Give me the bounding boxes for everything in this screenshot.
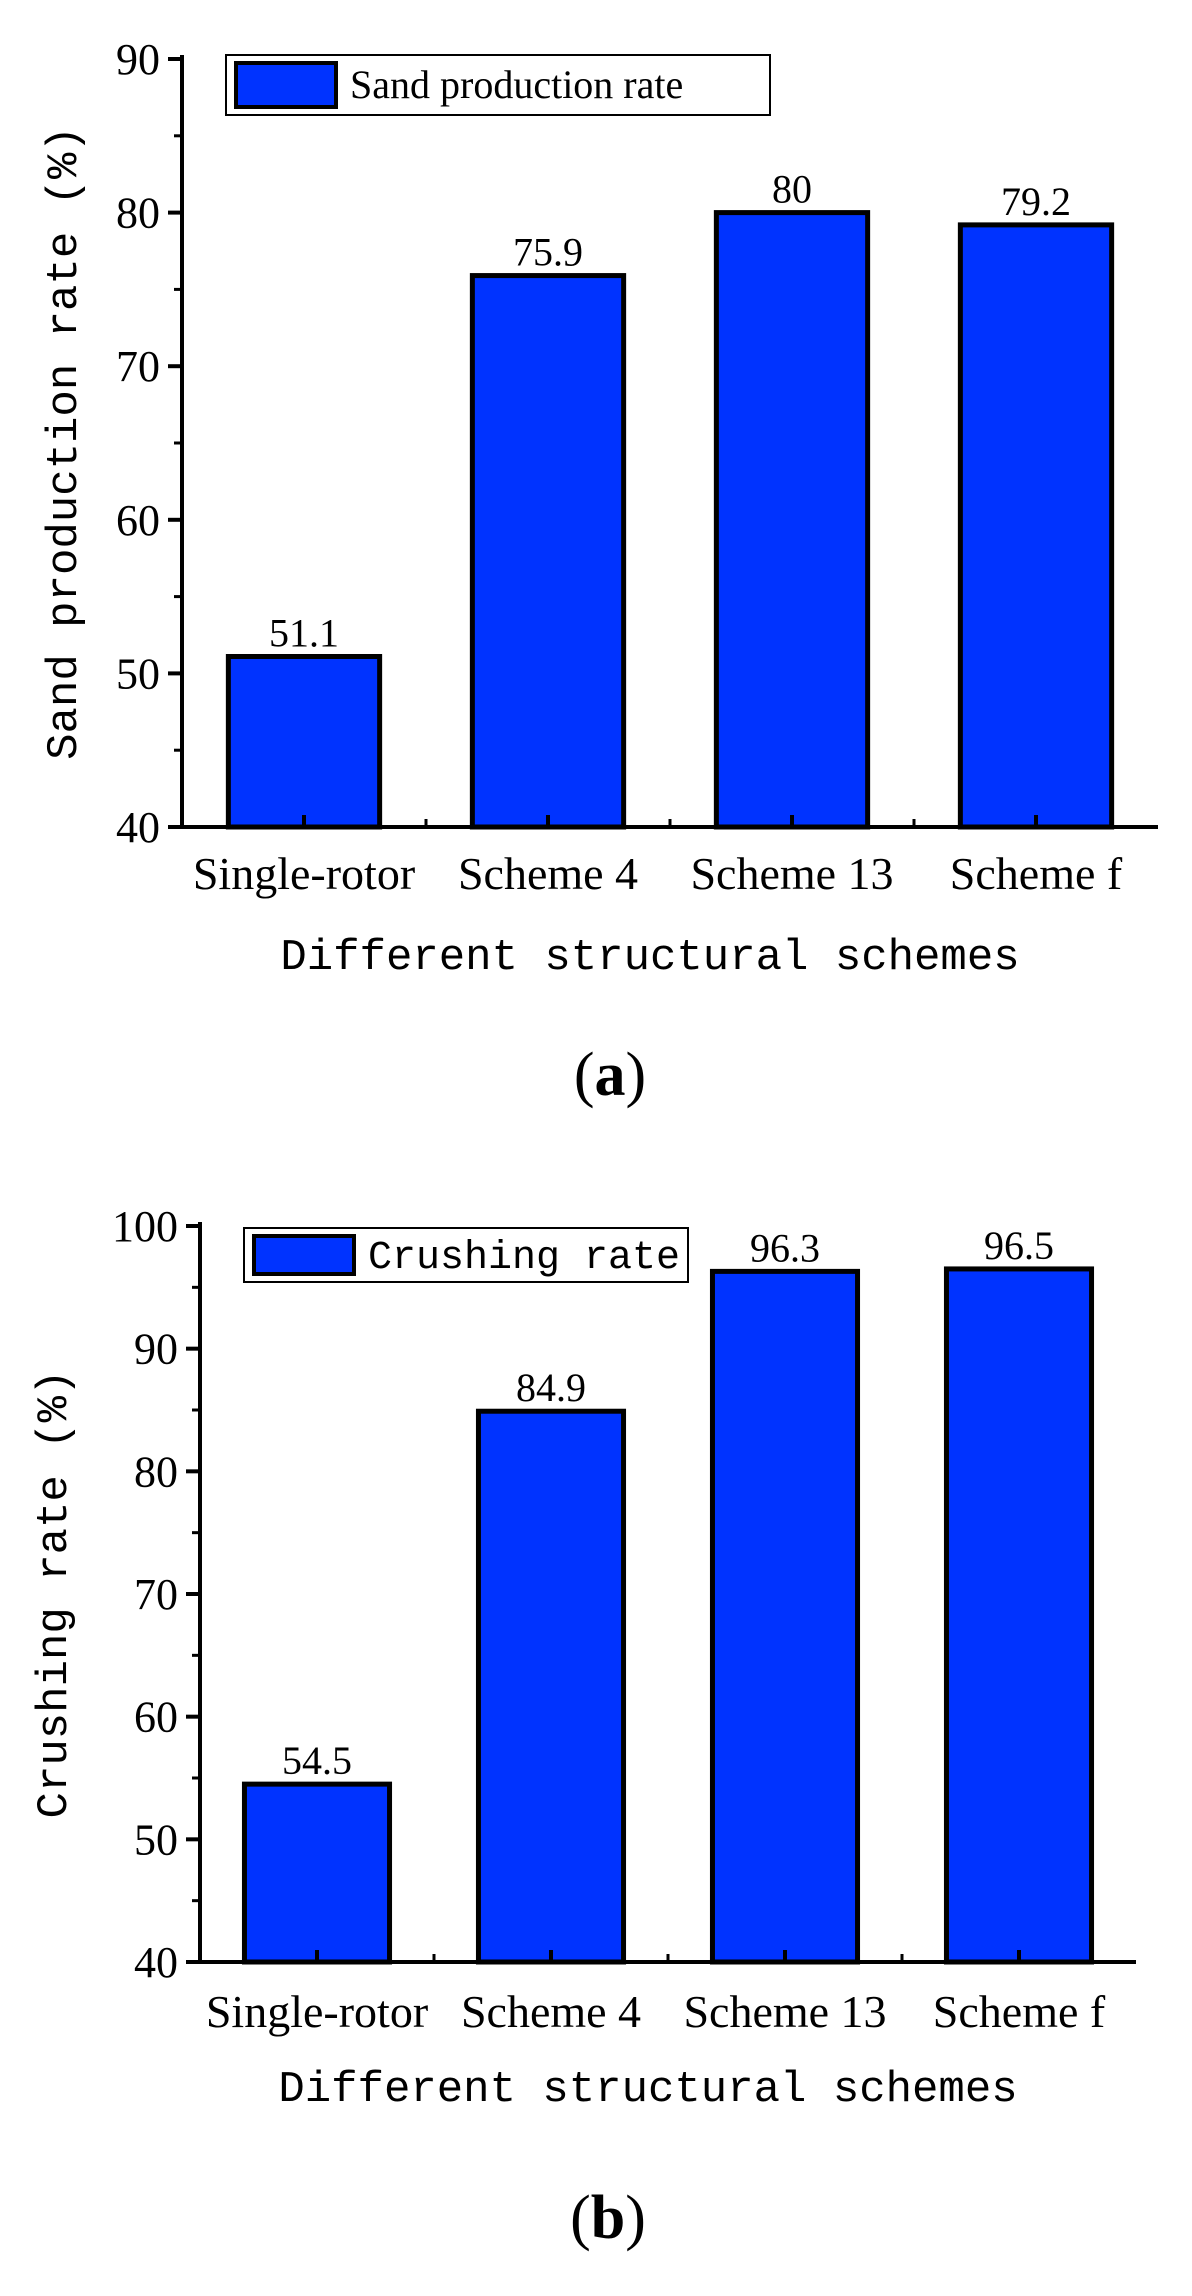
legend: Sand production rate (225, 54, 771, 116)
panel-label: (b) (570, 2184, 646, 2252)
bar-single-rotor (241, 1781, 393, 1965)
category-label: Scheme 4 (461, 1986, 641, 2037)
y-tick-label: 50 (134, 1815, 178, 1864)
y-tick-label: 80 (134, 1447, 178, 1496)
category-label: Scheme f (933, 1986, 1106, 2037)
data-label: 80 (772, 167, 812, 212)
y-tick-label: 40 (134, 1938, 178, 1987)
category-label: Scheme 13 (683, 1986, 886, 2037)
category-label: Scheme 4 (458, 848, 638, 899)
legend-swatch (252, 1234, 356, 1276)
bar-scheme-13 (713, 210, 871, 830)
category-label: Scheme f (950, 848, 1123, 899)
data-label: 79.2 (1001, 179, 1071, 224)
legend-label: Sand production rate (350, 62, 683, 107)
y-tick-label: 60 (134, 1693, 178, 1742)
category-label: Single-rotor (193, 848, 415, 899)
crushing-rate-chart: 40 50 60 70 80 90 100 54.5 Single-rotor 84.9 Schem… (30, 1202, 1136, 2252)
y-tick-label: 70 (116, 342, 160, 391)
bar-scheme-f (957, 222, 1115, 830)
bar-single-rotor (225, 654, 383, 830)
category-label: Single-rotor (206, 1986, 428, 2037)
data-label: 96.3 (750, 1225, 820, 1270)
legend: Crushing rate (243, 1227, 689, 1283)
panel-letter: a (595, 1041, 626, 1109)
y-tick-label: 50 (116, 649, 160, 698)
bar-scheme-4 (469, 273, 627, 830)
y-tick-label: 70 (134, 1570, 178, 1619)
data-label: 75.9 (513, 230, 583, 275)
y-tick-label: 40 (116, 803, 160, 852)
data-label: 84.9 (516, 1365, 586, 1410)
data-label: 96.5 (984, 1223, 1054, 1268)
legend-label: Crushing rate (368, 1236, 680, 1281)
y-tick-label: 80 (116, 189, 160, 238)
panel-label: (a) (574, 1041, 646, 1109)
y-tick-label: 100 (112, 1202, 178, 1251)
data-label: 54.5 (282, 1738, 352, 1783)
y-axis-title: Sand production rate (%) (40, 126, 90, 760)
y-tick-label: 60 (116, 496, 160, 545)
legend-swatch (234, 61, 338, 109)
panel-letter: b (591, 2184, 625, 2252)
bar-scheme-13 (709, 1268, 861, 1965)
sand-production-chart: 40 50 60 70 80 90 51.1 Single-rotor 75.9 Scheme 4… (40, 35, 1158, 1109)
x-axis-title: Different structural schemes (280, 933, 1019, 983)
y-tick-label: 90 (134, 1325, 178, 1374)
x-axis-title: Different structural schemes (278, 2065, 1017, 2115)
bar-scheme-f (943, 1266, 1095, 1965)
bar-scheme-4 (475, 1408, 627, 1965)
data-label: 51.1 (269, 611, 339, 656)
category-label: Scheme 13 (690, 848, 893, 899)
y-axis-title: Crushing rate (%) (30, 1370, 80, 1819)
y-tick-label: 90 (116, 35, 160, 84)
